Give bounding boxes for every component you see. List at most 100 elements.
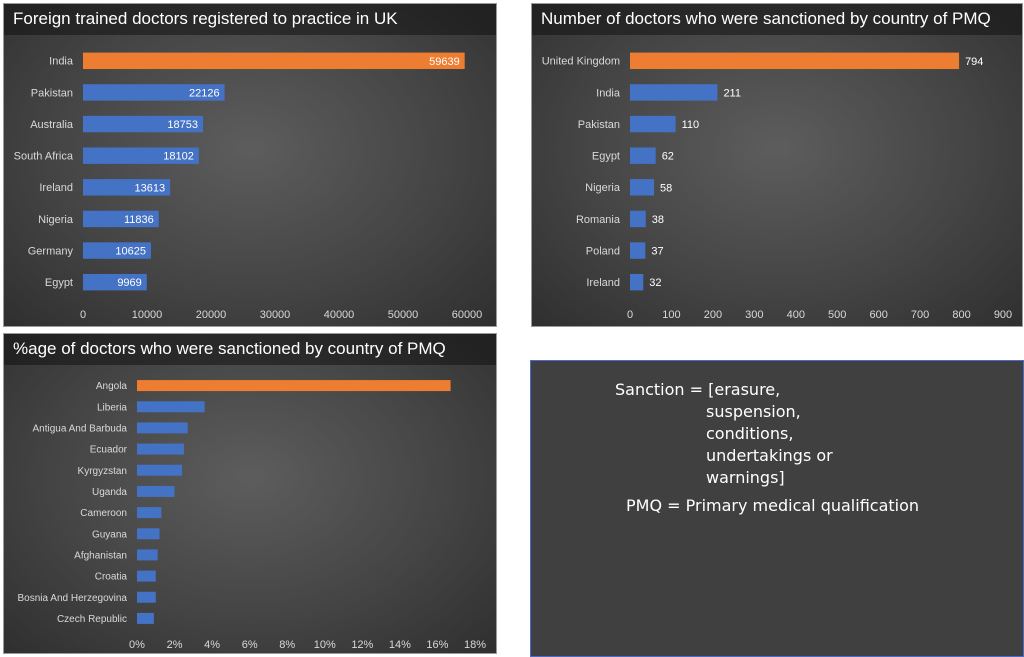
x-tick-label: 10% [314,639,336,651]
bar [137,591,156,603]
bar [83,84,225,101]
x-tick-label: 100 [662,309,680,321]
sanction-definition-line: Sanction = [erasure, [615,380,781,399]
bar [630,147,656,164]
x-tick-label: 600 [869,309,887,321]
category-label: Romania [576,214,621,226]
category-label: Pakistan [578,119,620,131]
category-label: South Africa [14,151,74,163]
bar [137,422,188,434]
category-label: Guyana [92,529,127,540]
chart-sanctioned-count: United Kingdom 794 India 211 Pakistan 110 Egyp… [542,52,1012,321]
data-label: 59639 [429,56,460,68]
category-label: Croatia [95,572,128,583]
category-label: Kyrgyzstan [78,466,127,477]
bar [137,549,158,561]
bar [137,612,154,624]
data-label: 22126 [189,87,220,99]
bar [137,528,160,540]
chart-foreign-trained-doctors: India 59639 Pakistan 22126 Australia 18753 Sou… [14,52,482,321]
data-label: 62 [662,151,674,163]
data-label: 794 [965,56,983,68]
x-tick-label: 900 [994,309,1012,321]
chart-title: Number of doctors who were sanctioned by… [532,4,1022,35]
x-tick-label: 0 [627,309,633,321]
category-label: Egypt [592,151,620,163]
x-tick-label: 0% [129,639,145,651]
data-label: 9969 [117,277,141,289]
x-tick-label: 300 [745,309,763,321]
sanction-definition-line: conditions, [706,424,794,443]
data-label: 10625 [115,246,146,258]
bar [630,52,960,70]
category-label: Australia [30,119,74,131]
x-tick-label: 8% [279,639,295,651]
category-label: Bosnia And Herzegovina [17,593,127,604]
category-label: Pakistan [31,87,73,99]
chart-title: Foreign trained doctors registered to pr… [4,4,496,35]
data-label: 37 [651,246,663,258]
x-tick-label: 10000 [132,309,163,321]
chart-panel-sanctioned-count: United Kingdom 794 India 211 Pakistan 110 Egyp… [531,3,1023,327]
category-label: Czech Republic [57,614,127,625]
data-label: 13613 [135,182,166,194]
x-tick-label: 500 [828,309,846,321]
bar [137,443,184,455]
bar [83,115,204,133]
bar [137,401,205,413]
bar [630,84,718,101]
x-tick-label: 800 [952,309,970,321]
data-label: 18753 [167,119,198,131]
category-label: Ireland [39,182,73,194]
x-tick-label: 16% [426,639,448,651]
x-tick-label: 18% [464,639,486,651]
bar [83,147,199,164]
sanction-definition-line: suspension, [706,402,801,421]
bar [83,52,465,70]
x-tick-label: 30000 [260,309,291,321]
bar [630,242,646,259]
category-label: Cameroon [80,508,127,519]
category-label: Germany [28,245,74,257]
x-tick-label: 20000 [196,309,227,321]
data-label: 58 [660,182,672,194]
x-tick-label: 2% [167,639,183,651]
x-tick-label: 6% [242,639,258,651]
category-label: United Kingdom [542,56,620,68]
x-tick-label: 50000 [388,309,419,321]
bar [630,179,655,196]
data-label: 18102 [163,151,194,163]
category-label: Uganda [92,487,127,498]
bar [137,464,183,476]
bar [137,507,162,519]
data-label: 110 [682,119,700,131]
pmq-definition: PMQ = Primary medical qualification [626,496,920,515]
category-label: Nigeria [38,214,74,226]
data-label: 38 [652,214,664,226]
data-label: 211 [723,87,741,99]
definitions-note-panel: Sanction = [erasure, suspension, conditi… [530,360,1024,657]
category-label: Ireland [586,277,620,289]
x-tick-label: 700 [911,309,929,321]
bar [137,485,175,497]
x-tick-label: 4% [204,639,220,651]
bar [630,210,646,228]
sanction-definition-line: undertakings or [706,446,833,465]
category-label: India [596,87,621,99]
category-label: Egypt [45,277,73,289]
x-tick-label: 14% [389,639,411,651]
data-label: 11836 [124,214,154,226]
category-label: Nigeria [585,182,621,194]
category-label: Ecuador [90,445,128,456]
bar [83,210,159,228]
bar [83,179,171,196]
data-label: 32 [649,277,661,289]
bar [83,242,151,259]
category-label: Liberia [97,402,127,413]
x-tick-label: 40000 [324,309,355,321]
category-label: Poland [586,245,620,257]
x-tick-label: 200 [704,309,722,321]
category-label: India [49,56,74,68]
category-label: Angola [96,381,128,392]
category-label: Afghanistan [74,550,127,561]
